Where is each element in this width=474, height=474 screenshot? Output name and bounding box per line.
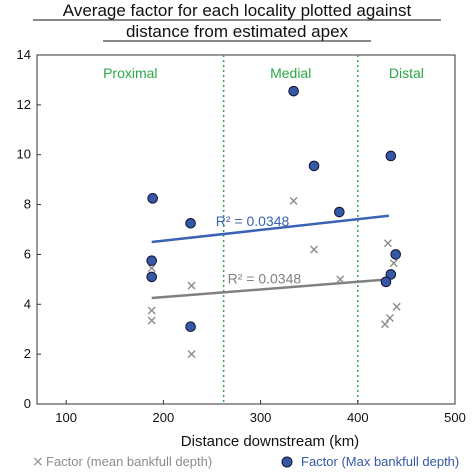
data-point-cross	[187, 281, 196, 290]
legend-cross-marker: ×	[32, 454, 44, 470]
r2-label-series-1: R² = 0.0348	[228, 271, 302, 287]
data-point-cross	[147, 306, 156, 315]
data-point-circle	[146, 271, 158, 283]
data-point-cross	[381, 320, 390, 329]
data-point-circle	[334, 206, 345, 218]
x-tick-label: 500	[444, 410, 466, 425]
data-point-cross	[187, 350, 196, 359]
cross-stroke	[381, 320, 390, 329]
x-tick-label: 400	[347, 410, 369, 425]
r2-label-series-2: R² = 0.0348	[216, 213, 290, 229]
data-point-circle	[308, 160, 320, 172]
y-tick-label: 8	[24, 197, 31, 212]
y-tick-label: 12	[17, 97, 31, 112]
x-tick-label: 100	[55, 410, 77, 425]
cross-stroke	[187, 350, 196, 359]
data-point-cross	[389, 259, 398, 268]
plot-frame	[36, 54, 456, 405]
cross-stroke	[392, 302, 401, 311]
y-tick-label: 6	[24, 246, 31, 261]
data-point-cross	[385, 314, 394, 322]
cross-stroke	[385, 314, 394, 322]
cross-stroke	[310, 245, 319, 254]
legend: × Factor (mean bankfull depth) Factor (M…	[32, 454, 459, 470]
data-point-cross	[310, 245, 319, 254]
zone-label-distal: Distal	[389, 65, 424, 81]
cross-stroke	[147, 316, 156, 325]
cross-stroke	[147, 306, 156, 315]
y-tick-label: 4	[24, 296, 31, 311]
data-point-circle	[147, 193, 158, 204]
data-point-circle	[288, 85, 299, 97]
x-tick-label: 200	[153, 410, 175, 425]
plot-area: Proximal Medial Distal 0 2 4 6 8 10 12 14 100 200 300…	[17, 47, 466, 425]
cross-stroke	[383, 239, 392, 248]
data-point-cross	[289, 196, 298, 205]
data-point-cross	[147, 264, 156, 273]
legend-circle-marker	[281, 456, 293, 468]
data-point-circle	[385, 150, 397, 162]
cross-stroke	[336, 275, 345, 284]
trendline-series-1	[151, 278, 389, 300]
cross-stroke	[187, 281, 196, 290]
trendline-series-2	[151, 214, 390, 244]
y-tick-label: 2	[24, 346, 31, 361]
cross-stroke	[147, 264, 156, 273]
data-point-circle	[185, 217, 196, 229]
zone-label-medial: Medial	[270, 65, 311, 81]
x-axis-title: Distance downstream (km)	[181, 433, 359, 450]
data-point-cross	[336, 275, 345, 284]
data-point-circle	[380, 276, 392, 288]
cross-stroke	[289, 196, 298, 205]
data-point-cross	[147, 316, 156, 325]
x-tick-label: 300	[250, 410, 272, 425]
data-point-cross	[383, 239, 392, 248]
y-tick-label: 0	[24, 396, 31, 411]
cross-stroke	[389, 259, 398, 268]
data-point-circle	[146, 255, 158, 266]
legend-label-mean-depth: Factor (mean bankfull depth)	[46, 454, 212, 469]
chart-title-line-1: Average factor for each locality plotted…	[63, 1, 412, 20]
chart-title-line-2: distance from estimated apex	[126, 22, 349, 41]
data-point-circle	[390, 249, 402, 260]
legend-label-max-depth: Factor (Max bankfull depth)	[301, 454, 459, 469]
data-point-circle	[385, 269, 397, 280]
y-tick-label: 10	[17, 147, 31, 162]
y-tick-label: 14	[17, 47, 31, 62]
data-point-circle	[185, 321, 196, 333]
data-point-cross	[392, 302, 401, 311]
zone-label-proximal: Proximal	[103, 65, 157, 81]
